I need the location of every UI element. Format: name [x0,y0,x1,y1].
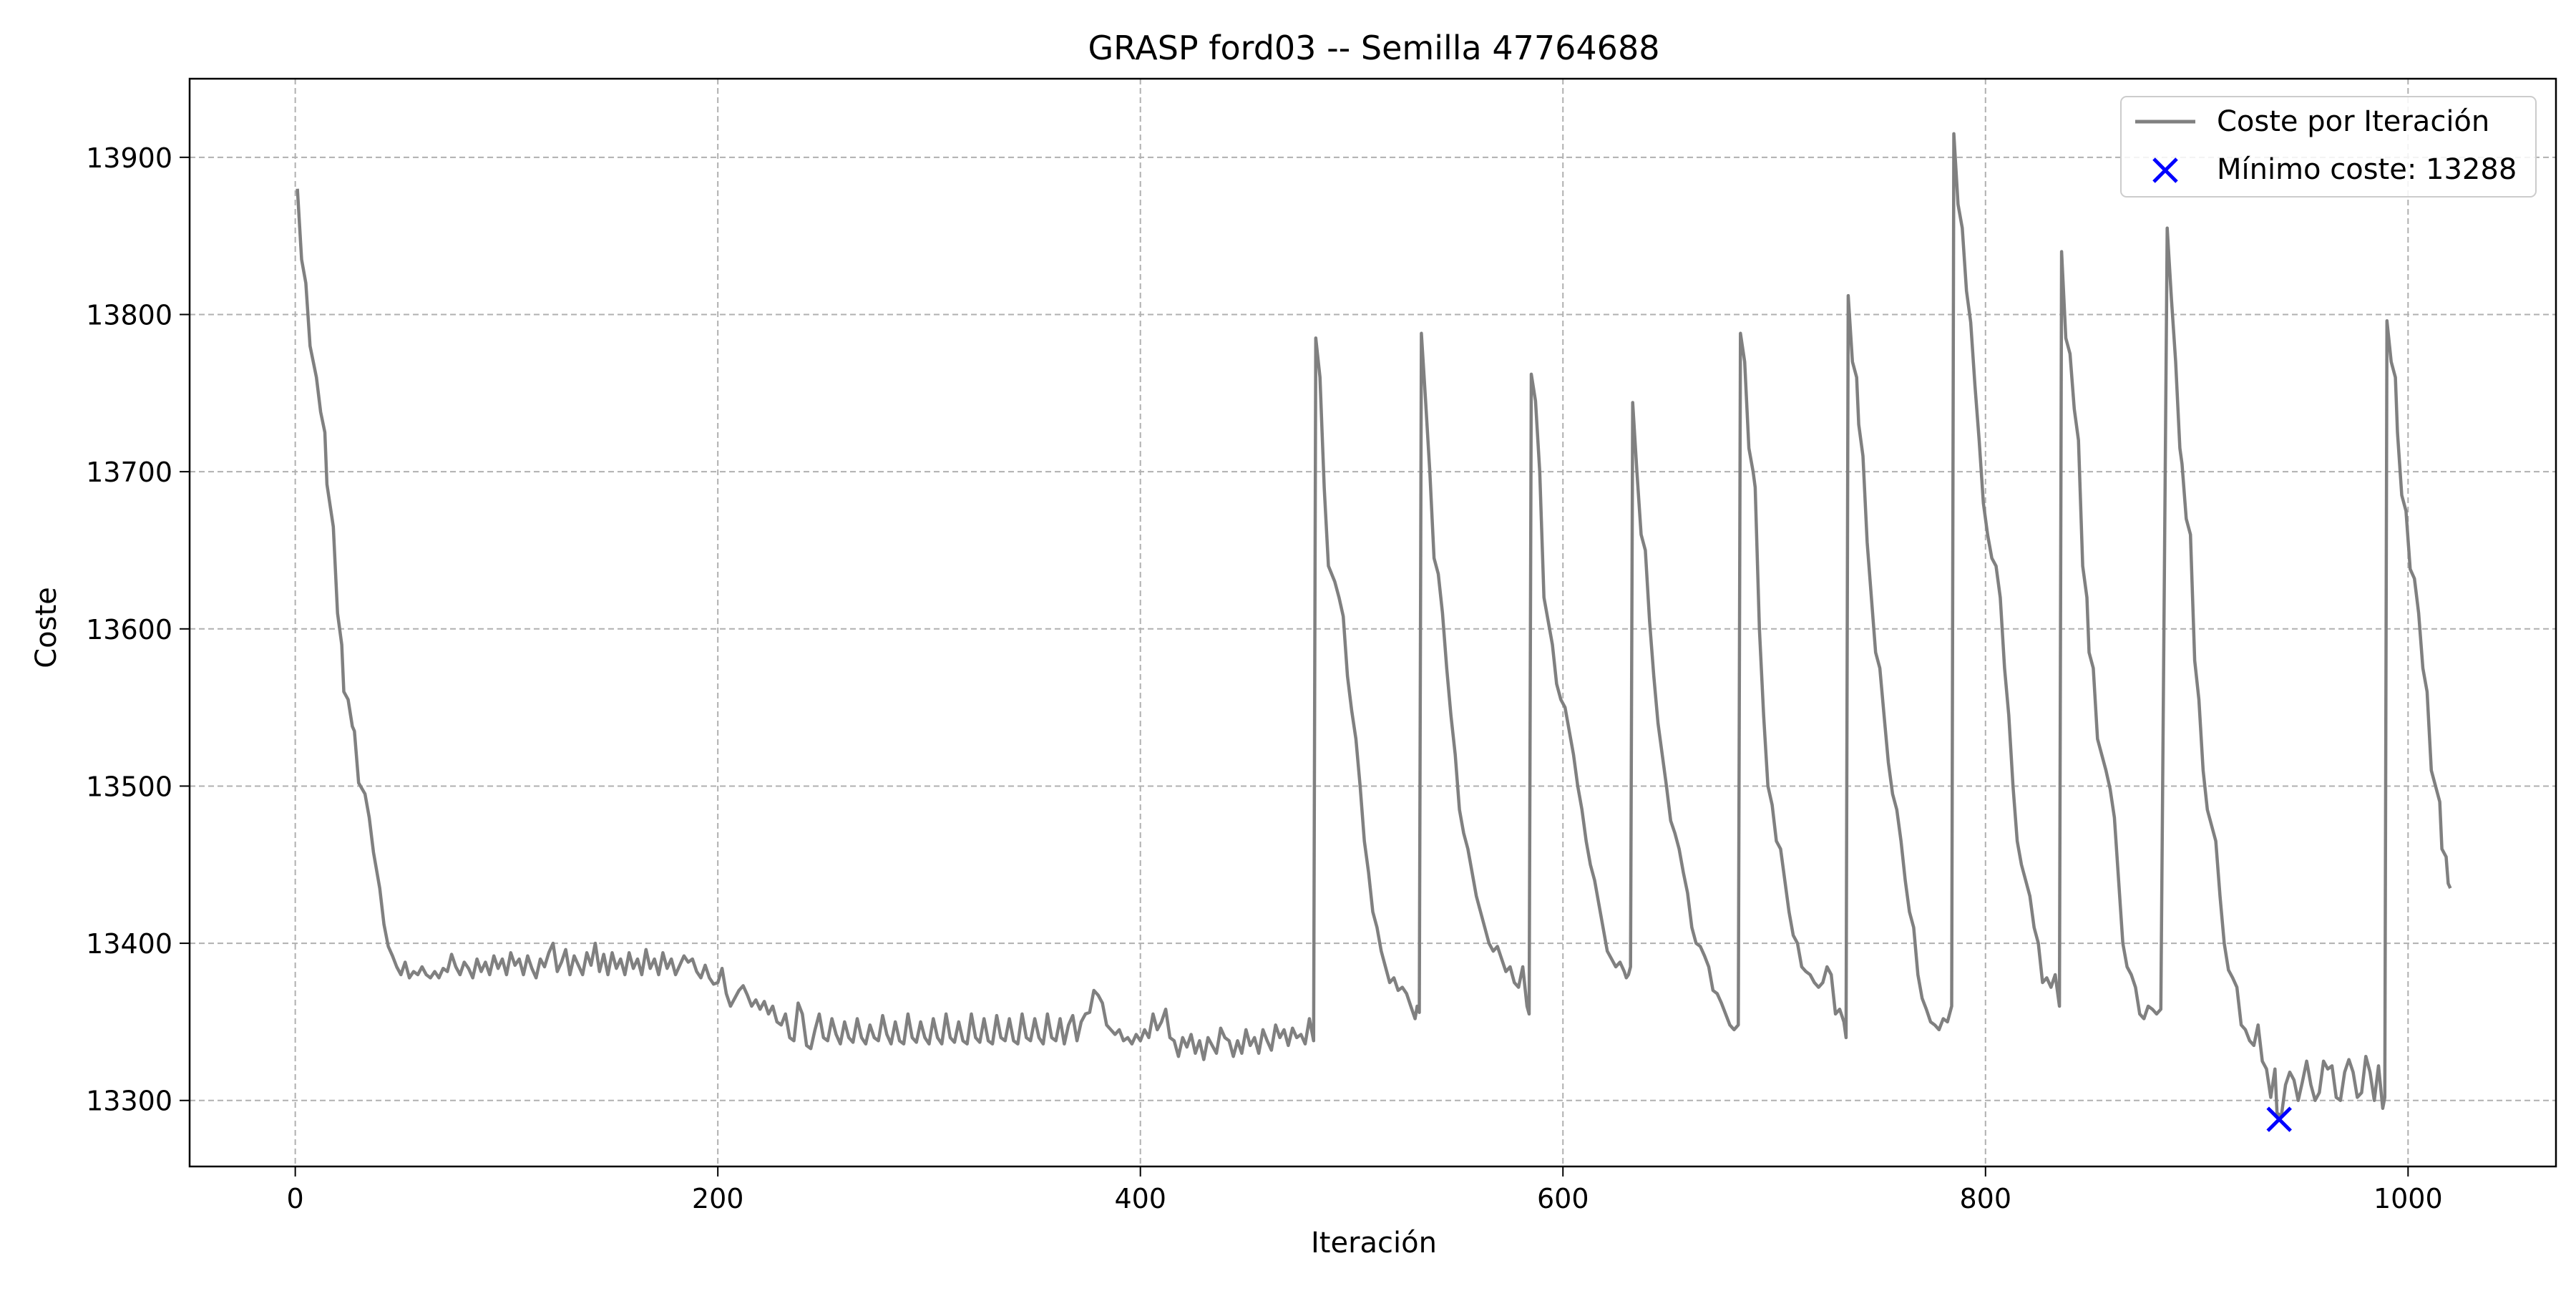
y-tick-label: 13800 [86,299,172,331]
legend-x-marker [2152,157,2178,183]
legend-label-series: Coste por Iteración [2217,105,2489,138]
x-tick-label: 400 [1114,1183,1166,1214]
cost-series-line [296,132,2452,1118]
y-axis: 13300 13400 13500 13600 13700 13800 13900 [86,142,190,1117]
axes-frame [188,77,2557,1168]
legend-label-minimum: Mínimo coste: 13288 [2217,153,2517,186]
x-tick-label: 0 [287,1183,304,1214]
y-tick-label: 13500 [86,771,172,802]
legend: Coste por Iteración Mínimo coste: 13288 [2120,96,2537,198]
grid [190,79,2556,1166]
x-tick-label: 800 [1960,1183,2012,1214]
y-tick-label: 13900 [86,142,172,174]
legend-box [2120,96,2537,198]
x-tick-label: 200 [692,1183,744,1214]
y-tick-label: 13300 [86,1086,172,1117]
y-axis-label: Coste [30,587,63,668]
y-tick-label: 13700 [86,457,172,488]
y-tick-label: 13400 [86,928,172,960]
x-axis-label: Iteración [1311,1227,1437,1260]
plot-area [296,132,2452,1132]
y-tick-label: 13600 [86,614,172,646]
x-tick-label: 1000 [2373,1183,2443,1214]
x-axis: 0 200 400 600 800 1000 [287,1166,2443,1214]
min-cost-marker [2266,1106,2292,1132]
chart-title: GRASP ford03 -- Semilla 47764688 [1088,29,1660,67]
x-tick-label: 600 [1537,1183,1589,1214]
